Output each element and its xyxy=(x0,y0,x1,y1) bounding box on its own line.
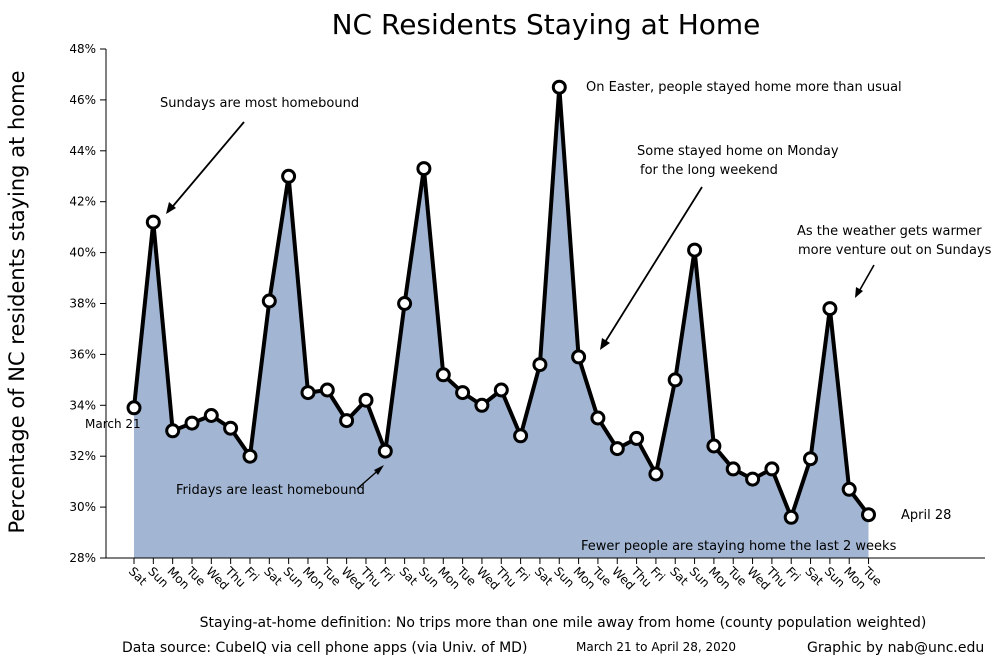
data-point xyxy=(609,441,625,457)
x-tick-label: Sun xyxy=(416,564,442,590)
y-ticks: 28% 30% 32% 34% 36% 38% 40% 42% 44% 46% 48% xyxy=(69,42,106,565)
data-point xyxy=(687,242,703,258)
x-tick-label: Sat xyxy=(667,564,691,588)
data-point xyxy=(358,392,374,408)
annotation-easter: On Easter, people stayed home more than … xyxy=(586,80,902,95)
footer: Staying-at-home definition: No trips mor… xyxy=(122,615,984,656)
data-point xyxy=(493,382,509,398)
annotation-start: March 21 xyxy=(85,417,141,431)
x-tick-label: Sat xyxy=(126,564,150,588)
y-tick-label: 32% xyxy=(69,449,96,463)
data-point xyxy=(397,296,413,311)
data-point xyxy=(223,420,239,436)
data-point xyxy=(377,443,393,459)
data-point xyxy=(725,461,741,477)
data-points xyxy=(126,79,876,525)
data-point xyxy=(571,349,587,365)
data-point xyxy=(474,397,490,413)
x-tick-label: Sat xyxy=(396,564,420,588)
x-tick-label: Sun xyxy=(551,564,577,590)
annotation-fewer: Fewer people are staying home the last 2… xyxy=(581,539,897,554)
data-point xyxy=(629,430,645,446)
footer-credit: Graphic by nab@unc.edu xyxy=(807,640,984,656)
data-point xyxy=(261,293,277,309)
y-tick-label: 28% xyxy=(69,551,96,565)
arrowhead-weather xyxy=(855,287,863,298)
data-point xyxy=(455,385,471,401)
x-tick-label: Sat xyxy=(261,564,285,588)
y-tick-label: 44% xyxy=(69,144,96,158)
annotation-weather-2: more venture out on Sundays xyxy=(798,243,992,258)
data-point xyxy=(319,382,335,398)
data-point xyxy=(513,428,529,444)
data-point xyxy=(764,461,780,477)
x-tick-label: Sun xyxy=(145,564,171,590)
annotation-sundays: Sundays are most homebound xyxy=(160,96,359,111)
data-point xyxy=(435,367,451,383)
annotation-monday-1: Some stayed home on Monday xyxy=(637,144,839,159)
arrowhead-sundays xyxy=(166,202,176,214)
data-point xyxy=(281,168,297,184)
data-point xyxy=(203,408,219,423)
x-tick-label: Sun xyxy=(822,564,848,590)
footer-definition: Staying-at-home definition: No trips mor… xyxy=(200,615,927,631)
data-point xyxy=(145,214,161,230)
x-tick-label: Sun xyxy=(281,564,307,590)
data-point xyxy=(184,415,200,431)
data-point xyxy=(745,471,761,487)
y-tick-label: 30% xyxy=(69,500,96,514)
arrowhead-fridays xyxy=(374,465,384,475)
y-tick-label: 48% xyxy=(69,42,96,56)
arrow-sundays xyxy=(167,121,245,213)
y-tick-label: 40% xyxy=(69,246,96,260)
annotation-monday-2: for the long weekend xyxy=(640,163,778,178)
data-point xyxy=(783,509,799,525)
data-point xyxy=(841,481,857,497)
x-tick-label: Sat xyxy=(532,564,556,588)
data-point xyxy=(532,357,548,373)
data-point xyxy=(126,400,142,416)
data-point xyxy=(551,79,567,95)
data-point xyxy=(339,413,355,429)
arrow-monday xyxy=(601,186,703,348)
data-point xyxy=(416,161,432,177)
footer-range: March 21 to April 28, 2020 xyxy=(576,640,736,654)
y-tick-label: 46% xyxy=(69,93,96,107)
annotations: March 21 April 28 Sundays are most homeb… xyxy=(85,80,992,554)
arrowhead-monday xyxy=(600,338,610,350)
plot-area: 28%30%32%34%36%38%40%42%44%46%48% SatSun… xyxy=(69,42,985,593)
data-point xyxy=(590,410,606,426)
y-axis-label: Percentage of NC residents staying at ho… xyxy=(5,71,29,534)
y-tick-label: 38% xyxy=(69,297,96,311)
data-point xyxy=(242,448,258,464)
y-tick-label: 34% xyxy=(69,398,96,412)
data-point xyxy=(822,301,838,317)
x-tick-label: Sun xyxy=(686,564,712,590)
data-point xyxy=(706,438,722,454)
footer-source: Data source: CubeIQ via cell phone apps … xyxy=(122,640,527,656)
annotation-fridays: Fridays are least homebound xyxy=(176,483,365,498)
x-tick-label: Sat xyxy=(802,564,826,588)
data-point xyxy=(803,451,818,467)
data-point xyxy=(667,372,683,388)
y-tick-label: 42% xyxy=(69,195,96,209)
area-fill xyxy=(134,87,869,558)
annotation-weather-1: As the weather gets warmer xyxy=(797,224,982,239)
data-point xyxy=(300,385,316,401)
data-point xyxy=(648,466,664,482)
chart-title: NC Residents Staying at Home xyxy=(332,8,761,41)
data-point xyxy=(165,423,181,439)
y-tick-label: 36% xyxy=(69,347,96,361)
data-point xyxy=(861,507,876,523)
annotation-end: April 28 xyxy=(901,508,951,523)
